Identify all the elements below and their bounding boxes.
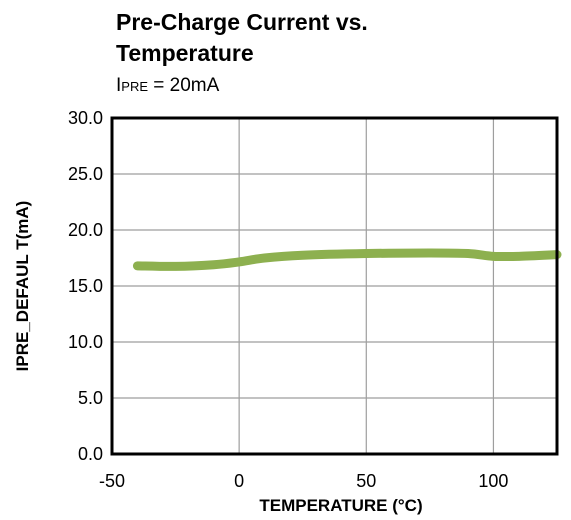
x-axis-label: TEMPERATURE (°C) [259,496,422,515]
y-tick-label: 15.0 [68,276,103,296]
chart-subtitle: IPRE = 20mA [116,75,220,96]
grid-lines [111,117,557,455]
y-tick-labels: 0.0 5.0 10.0 15.0 20.0 25.0 30.0 [68,108,103,464]
x-tick-label: 0 [234,471,244,491]
series-line-0 [132,248,562,271]
y-tick-label: 25.0 [68,164,103,184]
subtitle-subscript: PRE [121,79,148,94]
x-tick-label: -50 [99,471,125,491]
y-tick-label: 0.0 [78,444,103,464]
y-tick-label: 20.0 [68,220,103,240]
subtitle-symbol: I [116,75,121,96]
y-tick-label: 30.0 [68,108,103,128]
plot-frame [110,116,559,456]
x-tick-label: 100 [478,471,508,491]
chart-title-line2: Temperature [116,40,254,66]
y-axis-label: IPRE_DEFAUL T(mA) [13,201,32,372]
series-group [132,248,562,271]
y-tick-label: 10.0 [68,332,103,352]
subtitle-value: = 20mA [148,75,220,96]
x-tick-label: 50 [356,471,376,491]
chart-title-line1: Pre-Charge Current vs. [116,9,368,35]
y-tick-label: 5.0 [78,388,103,408]
x-tick-labels: -50 0 50 100 [99,471,508,491]
